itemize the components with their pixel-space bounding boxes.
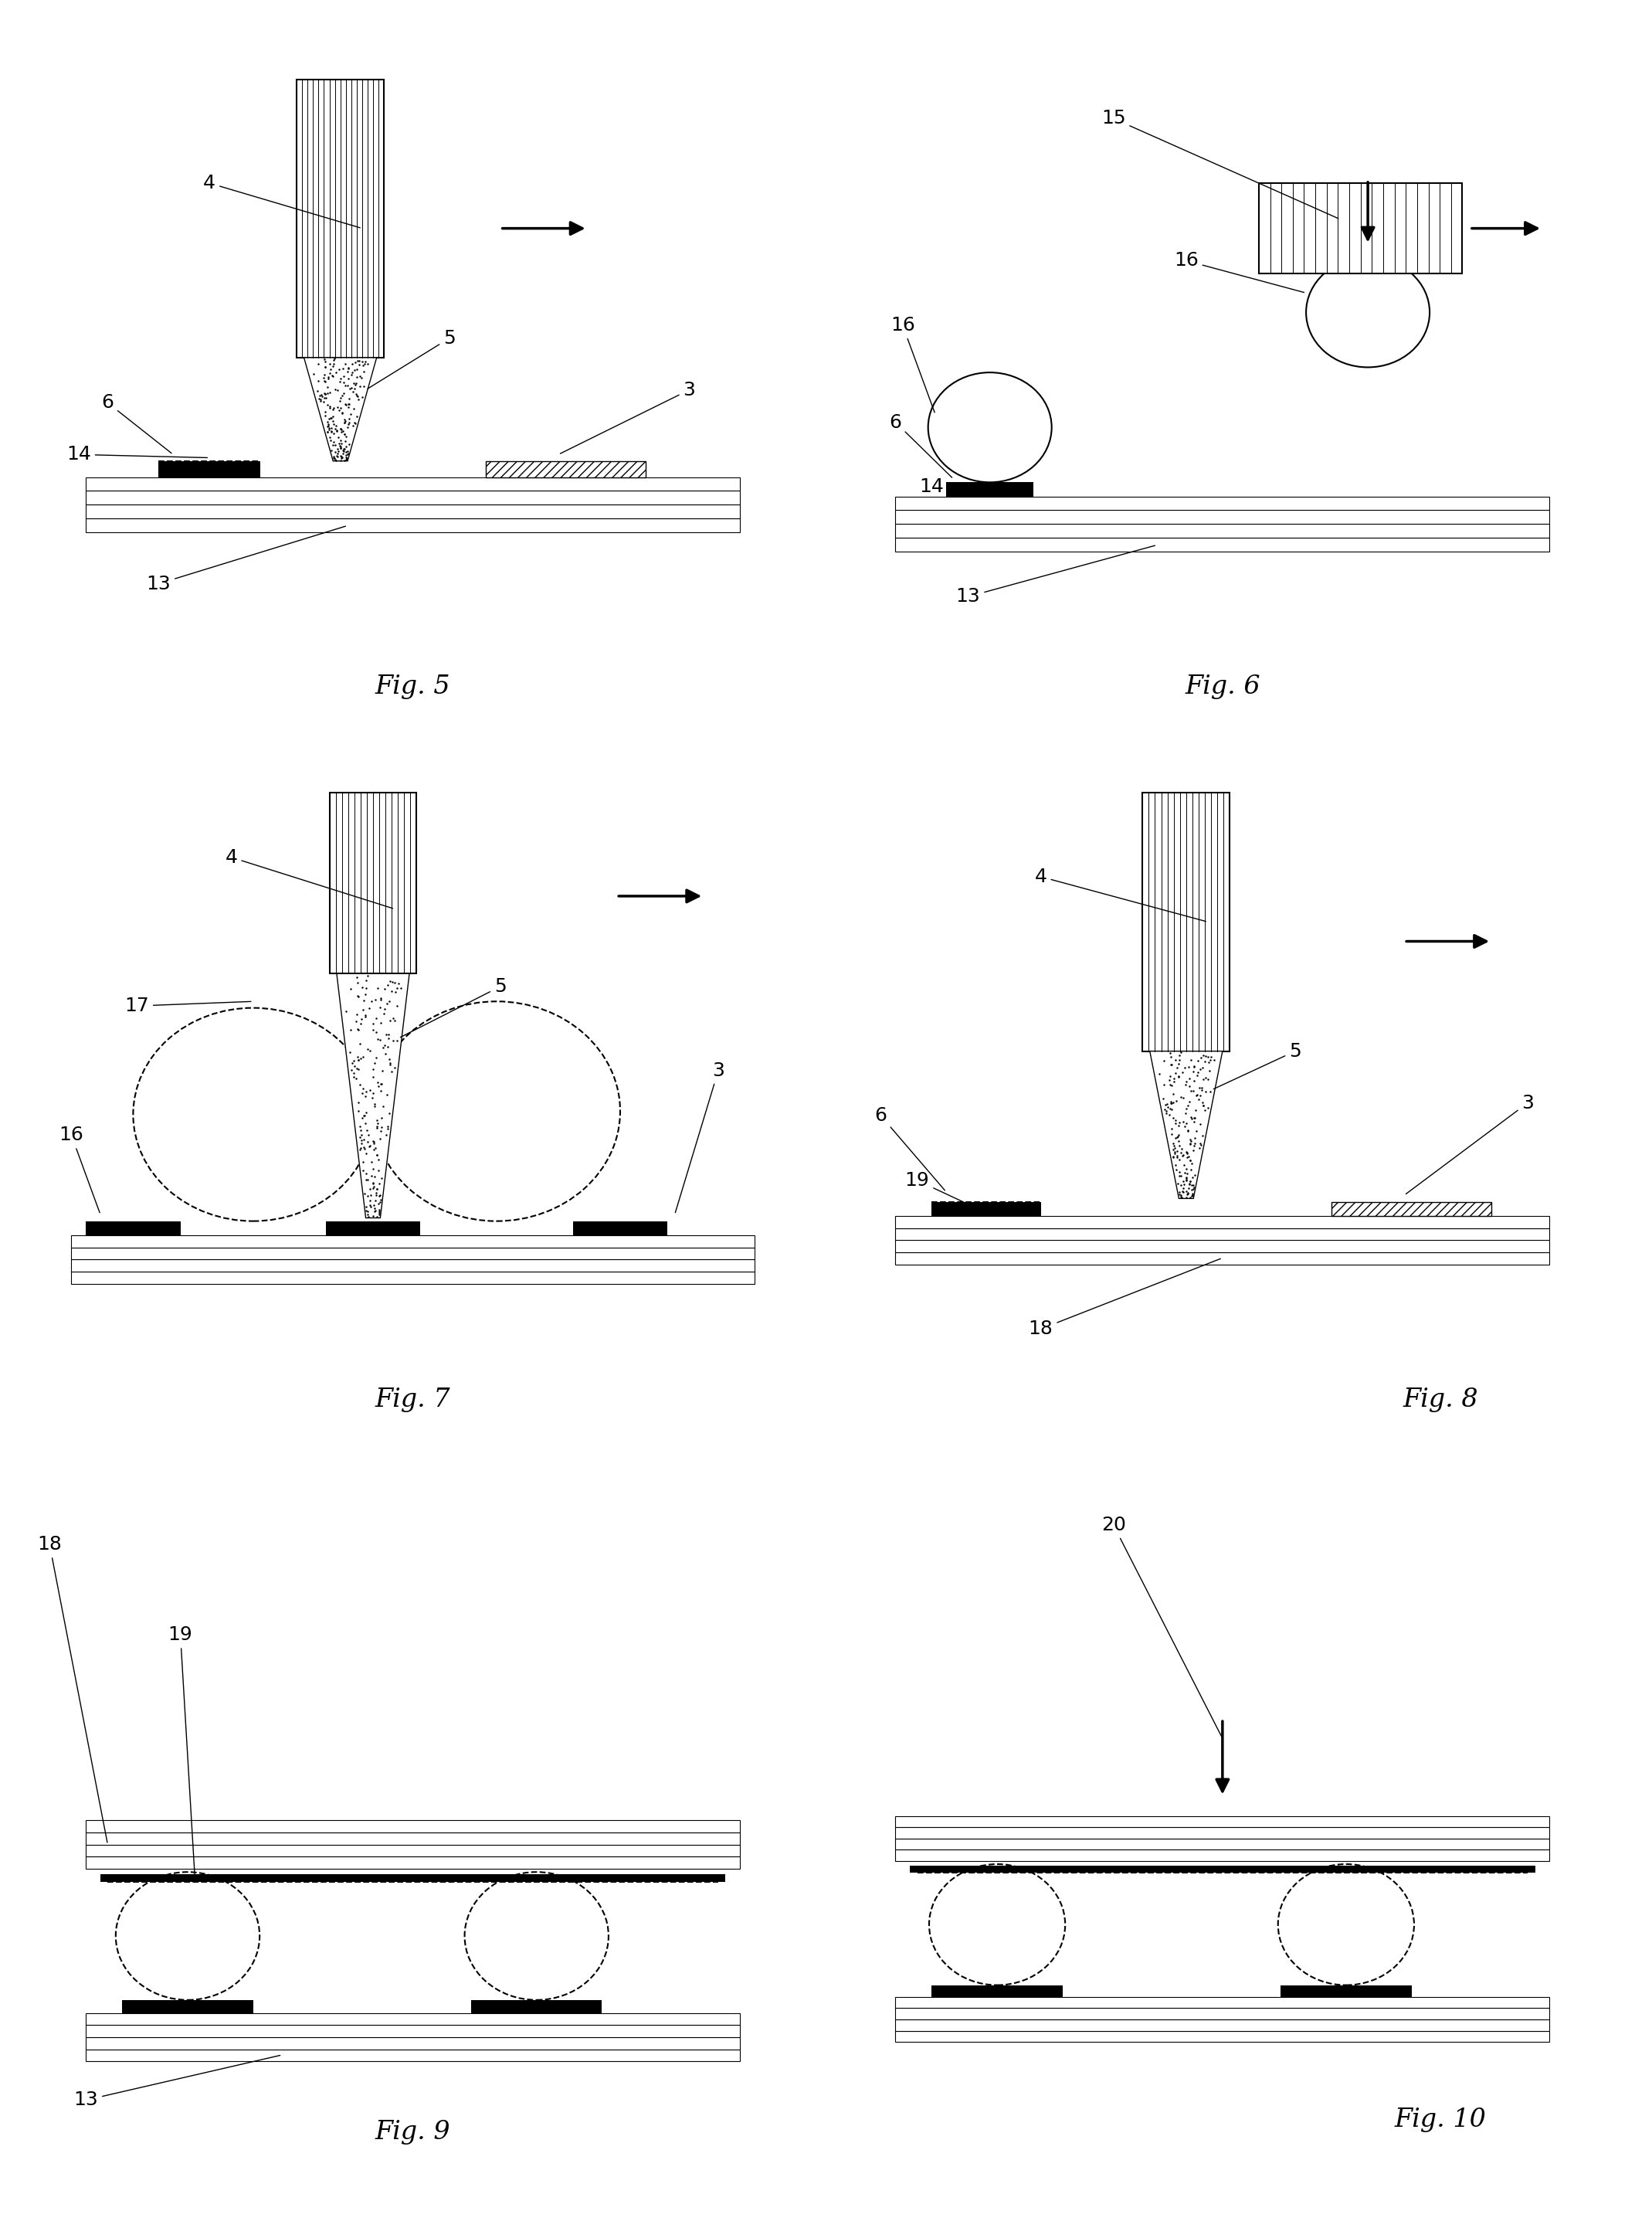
Text: 3: 3 [560,381,695,455]
Bar [71,1248,755,1259]
Bar [1259,183,1462,274]
Bar [471,2001,601,2012]
Bar [71,1259,755,1272]
Bar [86,504,740,519]
Bar [895,524,1550,537]
Bar [86,2012,740,2025]
Bar [910,1865,1535,1874]
Text: 20: 20 [1102,1515,1221,1736]
Bar [1280,1985,1411,1996]
Bar [86,1845,740,1856]
Text: 4: 4 [225,849,393,909]
Polygon shape [304,356,377,461]
Text: 3: 3 [1406,1094,1535,1194]
Bar [101,1874,725,1883]
Text: 14: 14 [920,477,988,497]
Text: 18: 18 [1029,1259,1221,1339]
Bar [895,1252,1550,1266]
Text: 6: 6 [874,1107,945,1190]
Bar [895,2007,1550,2019]
Text: 14: 14 [66,446,208,463]
Text: 19: 19 [905,1172,985,1212]
Bar [895,1816,1550,1827]
Text: 5: 5 [368,330,456,388]
Text: 19: 19 [169,1626,195,1876]
Text: 6: 6 [889,412,952,477]
Bar [86,1831,740,1845]
Bar [86,1221,180,1234]
Text: 6: 6 [101,394,172,452]
Polygon shape [337,974,410,1219]
Text: Fig. 9: Fig. 9 [375,2121,451,2146]
Text: Fig. 6: Fig. 6 [1184,675,1260,700]
Text: Fig. 10: Fig. 10 [1394,2108,1487,2132]
Text: 4: 4 [203,174,360,227]
Bar [86,1856,740,1869]
Bar [895,1996,1550,2007]
Bar [895,1827,1550,1838]
Bar [86,1820,740,1831]
Bar [86,2025,740,2036]
Bar [159,461,261,477]
Text: 13: 13 [74,2056,281,2110]
Text: Fig. 5: Fig. 5 [375,675,451,700]
Text: Fig. 8: Fig. 8 [1403,1388,1479,1413]
Bar [895,1241,1550,1252]
Bar [895,1228,1550,1241]
Bar [1143,793,1229,1052]
Bar [895,510,1550,524]
Text: 13: 13 [147,526,345,593]
Bar [895,1849,1550,1860]
Bar [86,2050,740,2061]
Text: Fig. 7: Fig. 7 [375,1388,451,1413]
Bar [895,497,1550,510]
Bar [1332,1201,1492,1216]
Bar [895,2030,1550,2041]
Text: 16: 16 [1175,252,1303,292]
Bar [895,1216,1550,1228]
Text: 16: 16 [59,1125,99,1212]
Bar [71,1234,755,1248]
Bar [71,1272,755,1283]
Bar [932,1985,1062,1996]
Bar [122,2001,253,2012]
Bar [895,537,1550,550]
Text: 18: 18 [38,1535,107,1843]
Bar [86,490,740,504]
Text: 16: 16 [890,316,935,412]
Text: 17: 17 [124,996,251,1016]
Bar [297,80,383,356]
Bar [329,793,416,974]
Text: 13: 13 [957,546,1155,606]
Text: 4: 4 [1034,867,1206,922]
Bar [486,461,646,477]
Bar [895,1838,1550,1849]
Polygon shape [1150,1052,1222,1199]
Text: 5: 5 [400,978,506,1038]
Text: 5: 5 [1214,1043,1302,1089]
Bar [86,519,740,532]
Bar [325,1221,420,1234]
Bar [895,2019,1550,2030]
Bar [947,481,1034,497]
Bar [573,1221,667,1234]
Text: 3: 3 [676,1061,725,1212]
Bar [86,477,740,490]
Bar [86,2036,740,2050]
Bar [932,1201,1041,1216]
Text: 15: 15 [1102,109,1338,218]
